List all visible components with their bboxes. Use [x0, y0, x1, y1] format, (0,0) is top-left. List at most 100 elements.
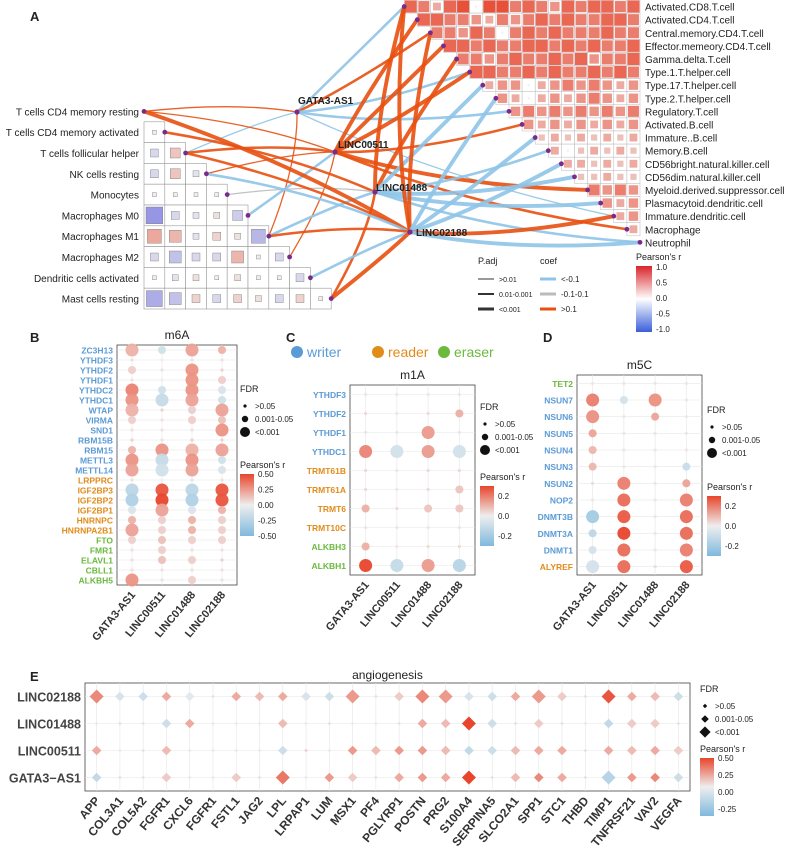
data-point — [364, 411, 368, 416]
data-point — [127, 365, 137, 375]
left-anchor-dot — [224, 192, 230, 198]
data-point — [125, 343, 139, 357]
right-heatmap-square — [577, 173, 585, 180]
e-r-tick-1: 0.25 — [718, 771, 734, 780]
network-edge — [164, 130, 376, 194]
data-point — [220, 478, 224, 482]
right-heatmap-square — [601, 105, 613, 117]
data-point — [130, 378, 134, 382]
plot-frame — [349, 384, 476, 576]
data-point — [211, 775, 215, 780]
d-r-title: Pearson's r — [707, 482, 752, 492]
data-point — [603, 745, 614, 756]
coef-legend-title: coef — [540, 256, 558, 266]
right-heatmap-square — [548, 26, 561, 39]
row-label: FMR1 — [90, 546, 113, 556]
network-edge — [296, 5, 406, 113]
network-edge — [185, 146, 336, 155]
data-point — [185, 453, 199, 467]
coef-legend-label: <-0.1 — [561, 275, 580, 284]
left-anchor-dot — [183, 150, 189, 156]
right-heatmap-square — [510, 80, 521, 90]
right-heatmap-square — [484, 54, 495, 64]
data-point — [622, 415, 626, 419]
right-heatmap-square — [561, 0, 574, 13]
left-cell-label: Macrophages M1 — [62, 232, 140, 243]
network-edge — [206, 172, 411, 234]
right-heatmap-square — [628, 93, 639, 103]
data-point — [127, 515, 137, 525]
right-heatmap-square — [548, 52, 561, 65]
right-heatmap-square — [562, 66, 574, 78]
data-point — [586, 410, 600, 424]
row-label: WTAP — [89, 406, 114, 416]
left-cell-label: Macrophages M2 — [62, 253, 140, 264]
row-label: YTHDF2 — [313, 409, 346, 419]
e-fdr-label-0: >0.05 — [715, 702, 736, 711]
data-point — [160, 428, 164, 432]
data-point — [457, 468, 461, 473]
left-cell-label: Macrophages M0 — [62, 211, 140, 222]
right-heatmap-square — [527, 84, 530, 87]
right-anchor-dot — [480, 82, 486, 88]
hub-dot — [407, 229, 413, 235]
data-point — [361, 542, 370, 551]
right-heatmap-square — [589, 106, 599, 117]
data-point — [91, 745, 102, 756]
data-point — [115, 691, 125, 702]
left-heatmap-square — [171, 274, 179, 281]
right-heatmap-square — [577, 133, 585, 142]
right-heatmap-square — [404, 0, 417, 13]
right-heatmap-square — [628, 198, 639, 208]
data-point — [277, 691, 288, 702]
data-point — [211, 721, 215, 726]
right-heatmap-square — [588, 79, 600, 91]
data-point — [217, 465, 227, 475]
row-label: NSUN4 — [544, 446, 573, 456]
data-point — [257, 775, 262, 780]
data-point — [157, 545, 167, 555]
data-point — [130, 478, 134, 482]
data-point — [187, 555, 197, 565]
data-point — [426, 487, 430, 492]
right-heatmap-square — [575, 52, 588, 65]
left-heatmap-square — [234, 232, 241, 240]
right-heatmap-square — [629, 159, 638, 168]
network-edge — [309, 230, 411, 279]
data-point — [374, 721, 378, 726]
data-point — [185, 393, 199, 407]
data-point — [438, 689, 453, 704]
data-point — [583, 721, 588, 726]
data-point — [390, 559, 404, 572]
data-point — [421, 445, 435, 458]
data-point — [160, 578, 164, 582]
right-heatmap-square — [550, 80, 560, 90]
data-point — [125, 523, 139, 537]
right-heatmap-square — [564, 159, 572, 168]
right-heatmap-square — [523, 14, 535, 26]
right-heatmap-square — [616, 212, 625, 221]
b-fdr-label-0: >0.05 — [255, 402, 276, 411]
left-heatmap-square — [234, 274, 241, 281]
left-heatmap-square — [295, 294, 305, 303]
right-heatmap-square — [602, 185, 612, 195]
right-heatmap-square — [601, 53, 613, 65]
right-heatmap-square — [590, 146, 599, 155]
left-anchor-dot — [328, 296, 334, 301]
left-heatmap-square — [168, 229, 182, 243]
row-label: TRMT61A — [307, 485, 346, 495]
data-point — [141, 748, 145, 753]
left-heatmap-square — [256, 254, 261, 260]
left-cell-label: T cells follicular helper — [40, 149, 139, 160]
plot-frame — [84, 682, 691, 792]
data-point — [653, 565, 657, 569]
data-point — [394, 772, 404, 783]
left-anchor-dot — [287, 254, 292, 260]
right-heatmap-square — [627, 14, 639, 26]
data-point — [301, 691, 311, 702]
right-heatmap-square — [562, 27, 574, 39]
c-fdr-label-0: >0.05 — [495, 420, 516, 429]
row-label: LINC01488 — [17, 718, 81, 732]
data-point — [217, 385, 227, 395]
